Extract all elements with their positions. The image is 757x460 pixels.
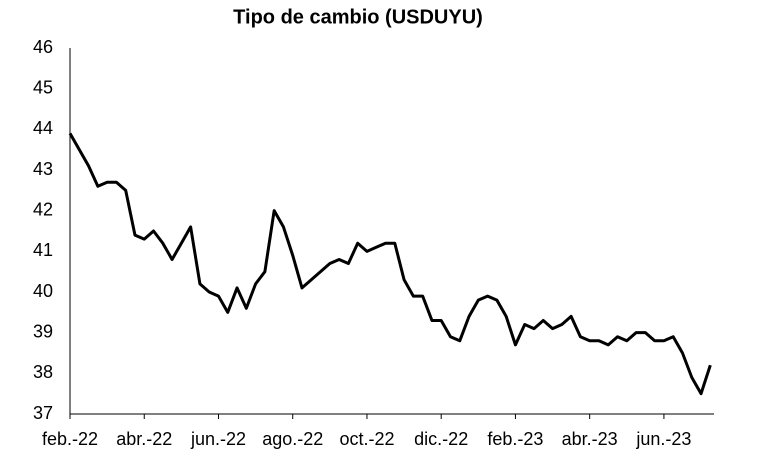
x-tick-label: dic.-22 [414,429,468,449]
y-tick-label: 41 [33,240,53,260]
y-tick-label: 45 [33,77,53,97]
x-tick-label: abr.-23 [562,429,618,449]
x-tick-label: jun.-22 [190,429,246,449]
x-tick-label: feb.-23 [487,429,543,449]
data-line [68,132,712,396]
x-tick-label: feb.-22 [42,429,98,449]
x-tick-label: ago.-22 [262,429,323,449]
y-tick-label: 37 [33,403,53,423]
x-tick-label: oct.-22 [339,429,394,449]
y-tick-label: 44 [33,118,53,138]
y-tick-label: 43 [33,159,53,179]
x-tick-label: abr.-22 [116,429,172,449]
x-tick-label: jun.-23 [635,429,691,449]
y-tick-label: 40 [33,281,53,301]
y-tick-label: 46 [33,37,53,57]
y-tick-label: 38 [33,362,53,382]
y-tick-label: 39 [33,321,53,341]
y-tick-label: 42 [33,199,53,219]
chart-title: Tipo de cambio (USDUYU) [233,6,483,28]
